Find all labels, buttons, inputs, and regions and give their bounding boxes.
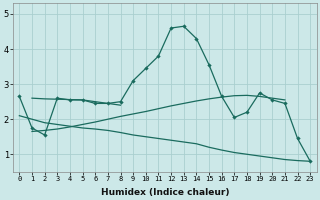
X-axis label: Humidex (Indice chaleur): Humidex (Indice chaleur) xyxy=(100,188,229,197)
